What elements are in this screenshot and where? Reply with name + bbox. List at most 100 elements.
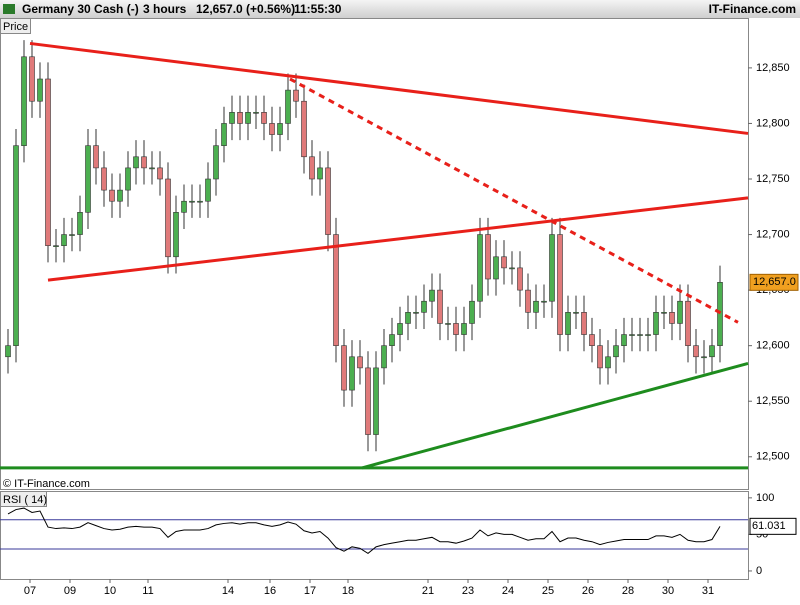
x-tick-label: 25: [542, 585, 554, 597]
candle-body: [549, 234, 555, 302]
candle-body: [685, 300, 691, 346]
candle-body: [5, 345, 11, 358]
candle-body: [485, 234, 491, 280]
candle-body: [221, 123, 227, 146]
header-bar: [0, 0, 800, 18]
candle-body: [645, 334, 651, 336]
candle-body: [629, 334, 635, 336]
candle-body: [77, 212, 83, 235]
candle-body: [597, 345, 603, 369]
trend-line: [289, 77, 739, 324]
candle-body: [445, 323, 451, 325]
candle-body: [381, 345, 387, 369]
candle-body: [213, 145, 219, 180]
x-tick-label: 28: [622, 585, 634, 597]
candle-body: [461, 323, 467, 335]
title: Germany 30 Cash (-): [22, 2, 139, 16]
rsi-label-box: [0, 491, 47, 507]
candle-body: [301, 100, 307, 158]
time: 11:55:30: [294, 2, 342, 16]
candle-body: [413, 312, 419, 314]
candle-body: [309, 156, 315, 180]
x-tick-label: 14: [222, 585, 234, 597]
last-price-label: 12,657.0: [753, 276, 796, 288]
candle-body: [173, 212, 179, 258]
candle-body: [709, 345, 715, 358]
candle-body: [69, 234, 75, 236]
candle-body: [197, 200, 203, 203]
candle-body: [165, 178, 171, 258]
candle-body: [389, 334, 395, 346]
rsi-tick-label: 100: [756, 492, 774, 504]
candle-body: [181, 200, 187, 213]
y-tick-label: 12,500: [756, 451, 790, 463]
y-tick-label: 12,600: [756, 340, 790, 352]
candle-body: [341, 345, 347, 391]
candle-body: [261, 112, 267, 124]
candle-body: [269, 123, 275, 135]
candle-body: [661, 312, 667, 314]
rsi-panel: [0, 491, 749, 580]
candle-body: [141, 156, 147, 169]
candle-body: [85, 145, 91, 213]
candle-body: [245, 112, 251, 124]
candle-body: [53, 245, 59, 247]
candle-body: [693, 345, 699, 358]
copyright: © IT-Finance.com: [3, 478, 90, 490]
candle-body: [37, 78, 43, 102]
trend-line: [29, 41, 749, 135]
candle-body: [501, 256, 507, 269]
x-tick-label: 07: [24, 585, 36, 597]
candle-body: [325, 167, 331, 235]
last-price-tag: [749, 273, 799, 291]
rsi-last-label: 61.031: [752, 520, 786, 532]
trend-line: [47, 196, 749, 282]
candle-body: [517, 267, 523, 291]
candle-body: [421, 300, 427, 313]
candle-body: [21, 56, 27, 146]
candle-body: [509, 267, 515, 270]
rsi-tag: [749, 517, 797, 535]
candle-body: [293, 89, 299, 102]
x-tick-label: 09: [64, 585, 76, 597]
y-tick-label: 12,700: [756, 228, 790, 240]
candle-body: [557, 234, 563, 335]
candle-body: [581, 312, 587, 335]
candle-body: [429, 289, 435, 302]
panel-label-box: [0, 18, 31, 34]
candle-body: [109, 189, 115, 202]
brand: IT-Finance.com: [709, 2, 796, 16]
candle-body: [653, 312, 659, 335]
candle-body: [565, 312, 571, 335]
x-tick-label: 31: [702, 585, 714, 597]
candle-body: [373, 367, 379, 435]
y-tick-label: 12,750: [756, 173, 790, 185]
x-tick-label: 18: [342, 585, 354, 597]
icon: [3, 4, 15, 14]
candle-body: [357, 356, 363, 369]
candle-body: [701, 356, 707, 359]
candle-body: [61, 234, 67, 246]
candle-body: [157, 167, 163, 180]
x-tick-label: 30: [662, 585, 674, 597]
x-tick-label: 23: [462, 585, 474, 597]
y-tick-label: 12,850: [756, 62, 790, 74]
y-tick-label: 12,800: [756, 117, 790, 129]
rsi-tick-label: 0: [756, 565, 762, 577]
candle-body: [13, 145, 19, 346]
candle-body: [669, 312, 675, 324]
candle-body: [613, 345, 619, 358]
candle-body: [405, 312, 411, 324]
candle-body: [253, 112, 259, 114]
rsi-label: RSI ( 14): [3, 494, 47, 506]
candle-body: [349, 356, 355, 391]
candle-body: [365, 367, 371, 435]
candle-body: [149, 167, 155, 170]
candle-body: [677, 300, 683, 324]
candle-body: [205, 178, 211, 202]
trend-line: [361, 361, 749, 470]
x-tick-label: 10: [104, 585, 116, 597]
candle-body: [29, 56, 35, 102]
candle-body: [101, 167, 107, 191]
